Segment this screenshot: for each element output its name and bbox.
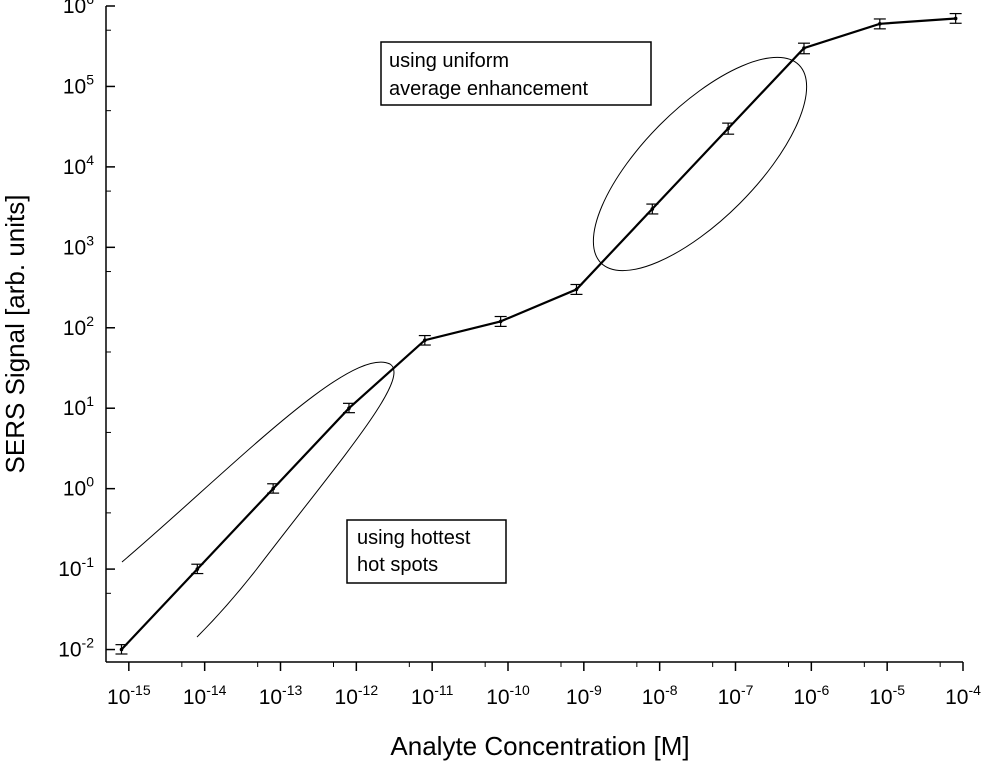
tick-label-exponent: 4	[86, 152, 94, 168]
data-point	[802, 46, 806, 50]
tick-label-exponent: 2	[86, 313, 94, 329]
data-point	[574, 287, 579, 292]
x-tick-label: 10-11	[411, 682, 454, 709]
tick-label-exponent: -5	[893, 682, 906, 698]
tick-label-exponent: -6	[817, 682, 830, 698]
tick-label-base: 10	[107, 686, 130, 709]
tick-label-base: 10	[259, 686, 282, 709]
tick-label-exponent: -12	[358, 682, 378, 698]
tick-label-exponent: -11	[434, 682, 453, 698]
y-axis-title: SERS Signal [arb. units]	[0, 195, 30, 474]
tick-label-exponent: 5	[86, 71, 94, 87]
tick-label-base: 10	[945, 686, 968, 709]
tick-label-base: 10	[718, 686, 741, 709]
tick-label-exponent: -7	[741, 682, 754, 698]
tick-label-exponent: -13	[282, 682, 302, 698]
x-tick-label: 10-12	[335, 682, 379, 709]
tick-label-exponent: 0	[86, 474, 94, 490]
annotation-line: hot spots	[357, 554, 438, 576]
tick-label-exponent: 3	[86, 232, 94, 248]
tick-label-base: 10	[335, 686, 358, 709]
tick-label-exponent: 6	[86, 0, 94, 7]
plot-frame	[105, 6, 963, 663]
annotation-box	[346, 519, 507, 584]
tick-label-exponent: -1	[82, 554, 95, 570]
data-point	[423, 338, 427, 343]
y-tick-label: 100	[63, 474, 94, 501]
tick-label-base: 10	[411, 686, 434, 709]
tick-label-exponent: -2	[82, 635, 95, 651]
tick-label-base: 10	[63, 397, 86, 420]
y-tick-label: 102	[63, 313, 94, 340]
x-tick-label: 10-5	[869, 682, 905, 709]
tick-label-base: 10	[58, 639, 81, 662]
tick-label-base: 10	[63, 478, 86, 501]
tick-label-base: 10	[642, 686, 665, 709]
data-point	[953, 16, 958, 21]
x-axis-title: Analyte Concentration [M]	[390, 731, 689, 761]
y-tick-label: 101	[63, 393, 94, 420]
x-tick-label: 10-9	[566, 682, 602, 709]
series-line	[120, 17, 956, 651]
x-tick-label: 10-7	[718, 682, 754, 709]
tick-label-base: 10	[486, 686, 509, 709]
annotation-line: average enhancement	[389, 78, 588, 100]
x-tick-label: 10-14	[183, 682, 227, 709]
x-tick-label: 10-8	[642, 682, 678, 709]
tick-label-base: 10	[63, 0, 86, 18]
x-tick-label: 10-4	[945, 682, 981, 709]
tick-label-base: 10	[63, 236, 86, 259]
tick-label-base: 10	[63, 75, 86, 98]
tick-label-exponent: -10	[510, 682, 530, 698]
x-tick-label: 10-10	[486, 682, 530, 709]
tick-label-base: 10	[58, 558, 81, 581]
x-tick-label: 10-15	[107, 682, 151, 709]
tick-label-base: 10	[793, 686, 816, 709]
tick-label-base: 10	[183, 686, 206, 709]
y-tick-label: 10-2	[58, 635, 94, 662]
data-point	[878, 22, 882, 26]
y-tick-label: 10-1	[58, 554, 94, 581]
annotation-line: using uniform	[389, 50, 509, 72]
y-tick-label: 106	[63, 0, 94, 18]
hottest-hotspots-ellipse	[121, 361, 395, 638]
tick-label-exponent: 1	[86, 393, 94, 409]
tick-label-exponent: -15	[130, 682, 150, 698]
tick-label-exponent: -9	[589, 682, 602, 698]
tick-label-base: 10	[566, 686, 589, 709]
y-tick-label: 105	[63, 71, 94, 98]
annotation-uniform-enhancement: using uniform average enhancement	[380, 41, 652, 106]
data-point	[726, 126, 730, 131]
tick-label-exponent: -8	[665, 682, 678, 698]
data-point	[650, 207, 655, 211]
tick-label-exponent: -4	[968, 682, 981, 698]
series-layer	[115, 12, 962, 655]
x-ticks: 10-15 10-14 10-13 10-12 10-11 10-10 10-9 10-8 10…	[107, 662, 981, 709]
data-point	[119, 647, 124, 652]
tick-label-exponent: -14	[206, 682, 226, 698]
data-point	[347, 406, 351, 411]
annotation-line: using hottest	[357, 527, 471, 549]
x-tick-label: 10-13	[259, 682, 303, 709]
tick-label-base: 10	[63, 156, 86, 179]
data-point	[271, 486, 275, 491]
y-tick-label: 104	[63, 152, 94, 179]
annotation-hottest-hotspots: using hottest hot spots	[346, 519, 507, 584]
tick-label-base: 10	[63, 317, 86, 340]
x-tick-label: 10-6	[793, 682, 829, 709]
data-point	[195, 567, 200, 571]
tick-label-base: 10	[869, 686, 892, 709]
y-ticks: 10-210-1100101102103104105106	[58, 0, 115, 662]
y-tick-label: 103	[63, 232, 94, 259]
annotation-box	[380, 41, 652, 106]
data-point	[498, 319, 503, 324]
